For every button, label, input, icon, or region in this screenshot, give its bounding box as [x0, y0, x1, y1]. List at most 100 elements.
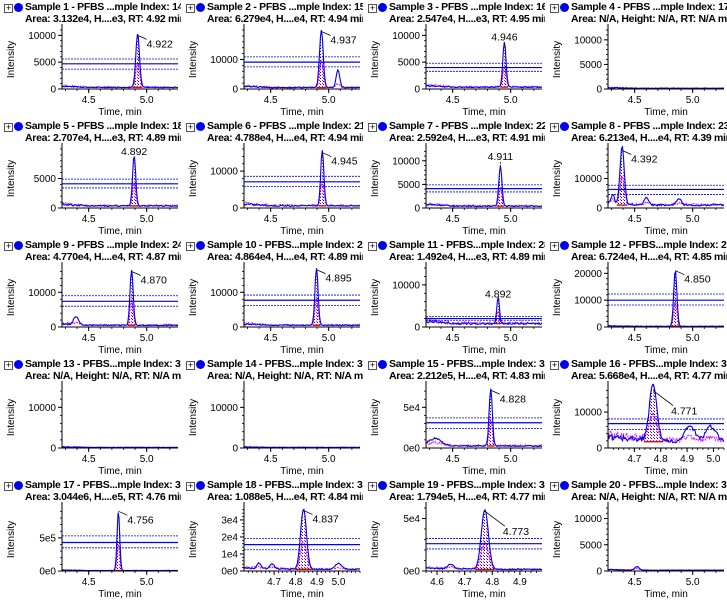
secondary-trace: [62, 62, 178, 89]
chromatogram-panel[interactable]: + Sample 4 - PFBS ...mple Index: 17) Area:…: [546, 0, 727, 119]
expand-plus-icon[interactable]: +: [550, 122, 559, 132]
expand-plus-icon[interactable]: +: [186, 481, 195, 491]
panel-header: + Sample 8 - PFBS ...mple Index: 23) Area:…: [546, 119, 727, 147]
chromatogram-panel[interactable]: + Sample 10 - PFBS...mple Index: 25) Area:…: [182, 238, 363, 357]
expand-plus-icon[interactable]: +: [550, 241, 559, 251]
panel-title: Sample 16 - PFBS...mple Index: 35): [571, 358, 727, 370]
primary-trace: [426, 41, 542, 89]
panel-title: Sample 10 - PFBS...mple Index: 25): [207, 239, 363, 251]
x-axis-title: Time, min: [98, 466, 142, 477]
expand-plus-icon[interactable]: +: [550, 360, 559, 370]
chromatogram-panel[interactable]: + Sample 17 - PFBS...mple Index: 36) Area:…: [0, 478, 181, 601]
peak-rt-label: 4.771: [671, 406, 697, 418]
y-tick-label: 10000: [210, 288, 238, 299]
peak-rt-label: 4.850: [684, 274, 710, 286]
chromatogram-panel[interactable]: + Sample 18 - PFBS...mple Index: 37) Area:…: [182, 478, 363, 601]
primary-trace: [608, 86, 724, 89]
panel-header: + Sample 11 - PFBS...mple Index: 28) Area:…: [364, 238, 545, 266]
expand-plus-icon[interactable]: +: [4, 3, 13, 13]
chromatogram-panel[interactable]: + Sample 11 - PFBS...mple Index: 28) Area:…: [364, 238, 545, 357]
chromatogram-plot: Intensity Time, min 0 10000 4.5 5.0: [6, 381, 178, 477]
series-color-dot-icon: [14, 241, 23, 250]
expand-plus-icon[interactable]: +: [4, 241, 13, 251]
y-tick-label: 5000: [580, 60, 603, 71]
y-tick-label: 10000: [210, 403, 238, 414]
y-tick-label: 5e4: [403, 403, 420, 414]
expand-plus-icon[interactable]: +: [4, 360, 13, 370]
expand-plus-icon[interactable]: +: [368, 3, 377, 13]
x-tick-label: 4.5: [628, 214, 642, 225]
panel-title: Sample 12 - PFBS...mple Index: 29): [571, 239, 727, 251]
expand-plus-icon[interactable]: +: [368, 241, 377, 251]
x-tick-label: 4.5: [82, 454, 96, 465]
primary-trace: [426, 388, 542, 448]
y-tick-label: 10000: [574, 35, 602, 46]
chromatogram-panel[interactable]: + Sample 19 - PFBS...mple Index: 38) Area:…: [364, 478, 545, 601]
peak-rt-label: 4.937: [330, 34, 356, 46]
y-axis-title: Intensity: [6, 160, 17, 197]
x-axis-title: Time, min: [280, 589, 324, 600]
chromatogram-panel[interactable]: + Sample 12 - PFBS...mple Index: 29) Area:…: [546, 238, 727, 357]
panel-title: Sample 2 - PFBS ...mple Index: 15): [207, 1, 363, 13]
chromatogram-panel[interactable]: + Sample 13 - PFBS...mple Index: 30) Area:…: [0, 357, 181, 478]
panel-header: + Sample 2 - PFBS ...mple Index: 15) Area:…: [182, 0, 363, 28]
chromatogram-panel[interactable]: + Sample 8 - PFBS ...mple Index: 23) Area:…: [546, 119, 727, 238]
expand-plus-icon[interactable]: +: [186, 122, 195, 132]
chromatogram-panel[interactable]: + Sample 5 - PFBS ...mple Index: 18) Area:…: [0, 119, 181, 238]
chromatogram-panel[interactable]: + Sample 16 - PFBS...mple Index: 35) Area:…: [546, 357, 727, 478]
y-axis-title: Intensity: [188, 399, 199, 436]
chromatogram-panel[interactable]: + Sample 3 - PFBS ...mple Index: 16) Area:…: [364, 0, 545, 119]
primary-trace: [62, 34, 178, 89]
chromatogram-panel[interactable]: + Sample 6 - PFBS ...mple Index: 21) Area:…: [182, 119, 363, 238]
y-tick-label: 10000: [574, 174, 602, 185]
x-axis-title: Time, min: [462, 226, 506, 237]
series-color-dot-icon: [14, 481, 23, 490]
expand-plus-icon[interactable]: +: [550, 3, 559, 13]
y-axis-title: Intensity: [188, 41, 199, 78]
chromatogram-panel[interactable]: + Sample 7 - PFBS ...mple Index: 22) Area:…: [364, 119, 545, 238]
series-color-dot-icon: [378, 481, 387, 490]
panel-header: + Sample 17 - PFBS...mple Index: 36) Area:…: [0, 478, 181, 506]
y-tick-label: 10000: [574, 514, 602, 525]
secondary-trace: [244, 298, 360, 327]
primary-trace: [244, 268, 360, 327]
expand-plus-icon[interactable]: +: [368, 122, 377, 132]
x-tick-label: 5.0: [322, 95, 336, 106]
panel-subtitle: Area: 3.132e4, H....e3, RT: 4.92 min: [25, 13, 181, 25]
expand-plus-icon[interactable]: +: [4, 122, 13, 132]
x-axis-title: Time, min: [280, 107, 324, 118]
y-axis-title: Intensity: [370, 160, 381, 197]
expand-plus-icon[interactable]: +: [186, 360, 195, 370]
expand-plus-icon[interactable]: +: [4, 481, 13, 491]
peak-rt-label: 4.756: [127, 514, 153, 526]
expand-plus-icon[interactable]: +: [186, 3, 195, 13]
expand-plus-icon[interactable]: +: [550, 481, 559, 491]
chromatogram-panel[interactable]: + Sample 9 - PFBS ...mple Index: 24) Area:…: [0, 238, 181, 357]
chromatogram-panel[interactable]: + Sample 15 - PFBS...mple Index: 32) Area:…: [364, 357, 545, 478]
y-tick-label: 0: [232, 85, 238, 96]
x-tick-label: 4.6: [430, 577, 444, 588]
chromatogram-panel[interactable]: + Sample 20 - PFBS...mple Index: 39) Area:…: [546, 478, 727, 601]
chromatogram-panel[interactable]: + Sample 14 - PFBS...mple Index: 31) Area:…: [182, 357, 363, 478]
peak-rt-label: 4.895: [326, 273, 352, 285]
expand-plus-icon[interactable]: +: [186, 241, 195, 251]
chromatogram-panel[interactable]: + Sample 1 - PFBS ...mple Index: 14) Area:…: [0, 0, 181, 119]
chromatogram-plot: Intensity Time, min 0 10000 4.5 5.0 4.895: [188, 262, 360, 356]
y-axis-title: Intensity: [552, 279, 563, 316]
x-tick-label: 5.0: [322, 333, 336, 344]
y-tick-label: 0: [50, 323, 56, 334]
expand-plus-icon[interactable]: +: [368, 481, 377, 491]
series-color-dot-icon: [196, 360, 205, 369]
series-color-dot-icon: [14, 122, 23, 131]
series-color-dot-icon: [196, 122, 205, 131]
x-tick-label: 5.0: [686, 214, 700, 225]
panel-header: + Sample 16 - PFBS...mple Index: 35) Area:…: [546, 357, 727, 385]
chromatogram-panel[interactable]: + Sample 2 - PFBS ...mple Index: 15) Area:…: [182, 0, 363, 119]
x-axis-title: Time, min: [280, 466, 324, 477]
x-axis-title: Time, min: [462, 107, 506, 118]
x-tick-label: 4.5: [82, 214, 96, 225]
panel-subtitle: Area: 6.213e4, H....e4, RT: 4.39 min: [571, 132, 727, 144]
expand-plus-icon[interactable]: +: [368, 360, 377, 370]
y-tick-label: 0: [232, 444, 238, 455]
y-axis-title: Intensity: [370, 521, 381, 558]
